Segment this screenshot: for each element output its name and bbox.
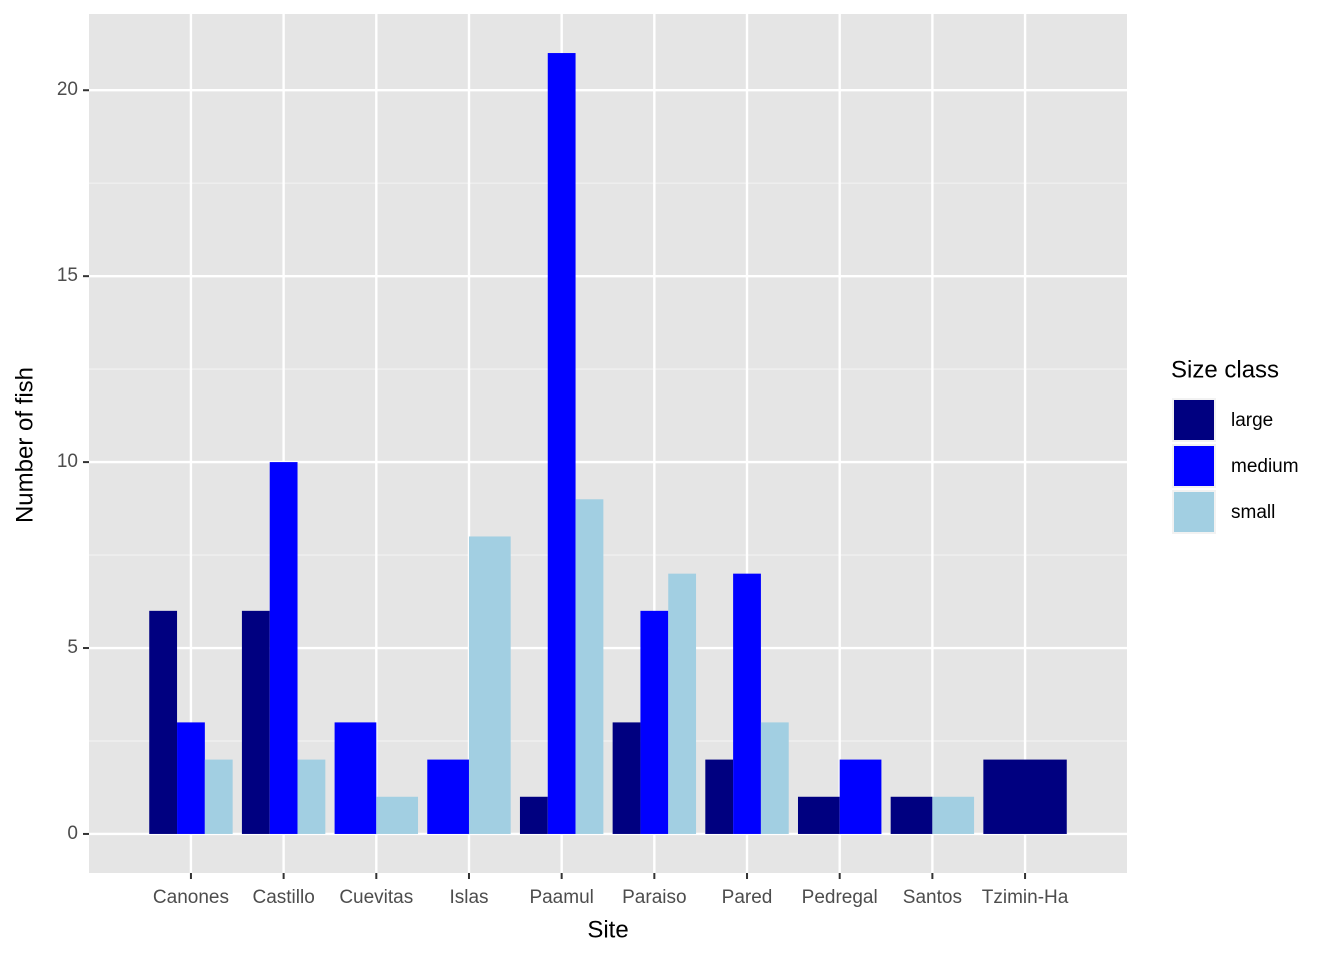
x-tick-label: Cuevitas (339, 887, 413, 908)
legend-key (1172, 398, 1216, 442)
bar (241, 610, 270, 834)
bar (733, 573, 761, 834)
x-tick-label: Paamul (529, 887, 593, 908)
bar (547, 53, 576, 834)
x-axis-title: Site (587, 916, 628, 943)
bar (468, 536, 511, 834)
bar (519, 796, 548, 834)
y-tick-label: 0 (67, 823, 78, 844)
legend-key (1172, 490, 1216, 534)
bar (149, 610, 178, 834)
y-tick-label: 15 (57, 265, 78, 286)
y-axis-title: Number of fish (11, 367, 38, 523)
bar (932, 796, 975, 834)
bar (376, 796, 419, 834)
y-tick-label: 20 (57, 79, 78, 100)
bar (297, 759, 326, 834)
bar (983, 759, 1067, 834)
bar (705, 759, 734, 834)
bar (760, 722, 789, 834)
legend-key (1172, 444, 1216, 488)
legend-label: small (1231, 502, 1275, 523)
x-tick-label: Islas (449, 887, 488, 908)
bar (612, 722, 641, 834)
bar (890, 796, 933, 834)
x-tick-label: Canones (153, 887, 229, 908)
bar (797, 796, 840, 834)
x-tick-label: Castillo (252, 887, 314, 908)
bar (427, 759, 469, 834)
x-tick-label: Pedregal (802, 887, 878, 908)
legend-label: medium (1231, 456, 1299, 477)
bar (575, 499, 604, 834)
legend-label: large (1231, 410, 1273, 431)
x-tick-label: Paraiso (622, 887, 686, 908)
bar (640, 610, 669, 834)
x-tick-label: Santos (903, 887, 962, 908)
bar (334, 722, 377, 834)
bar (668, 573, 697, 834)
bar (204, 759, 233, 834)
x-tick-label: Pared (722, 887, 773, 908)
bar (177, 722, 205, 834)
bar (839, 759, 882, 834)
y-tick-label: 10 (57, 451, 78, 472)
x-tick-label: Tzimin-Ha (982, 887, 1069, 908)
legend-title: Size class (1171, 356, 1279, 383)
bar (269, 462, 298, 834)
y-tick-label: 5 (67, 637, 78, 658)
